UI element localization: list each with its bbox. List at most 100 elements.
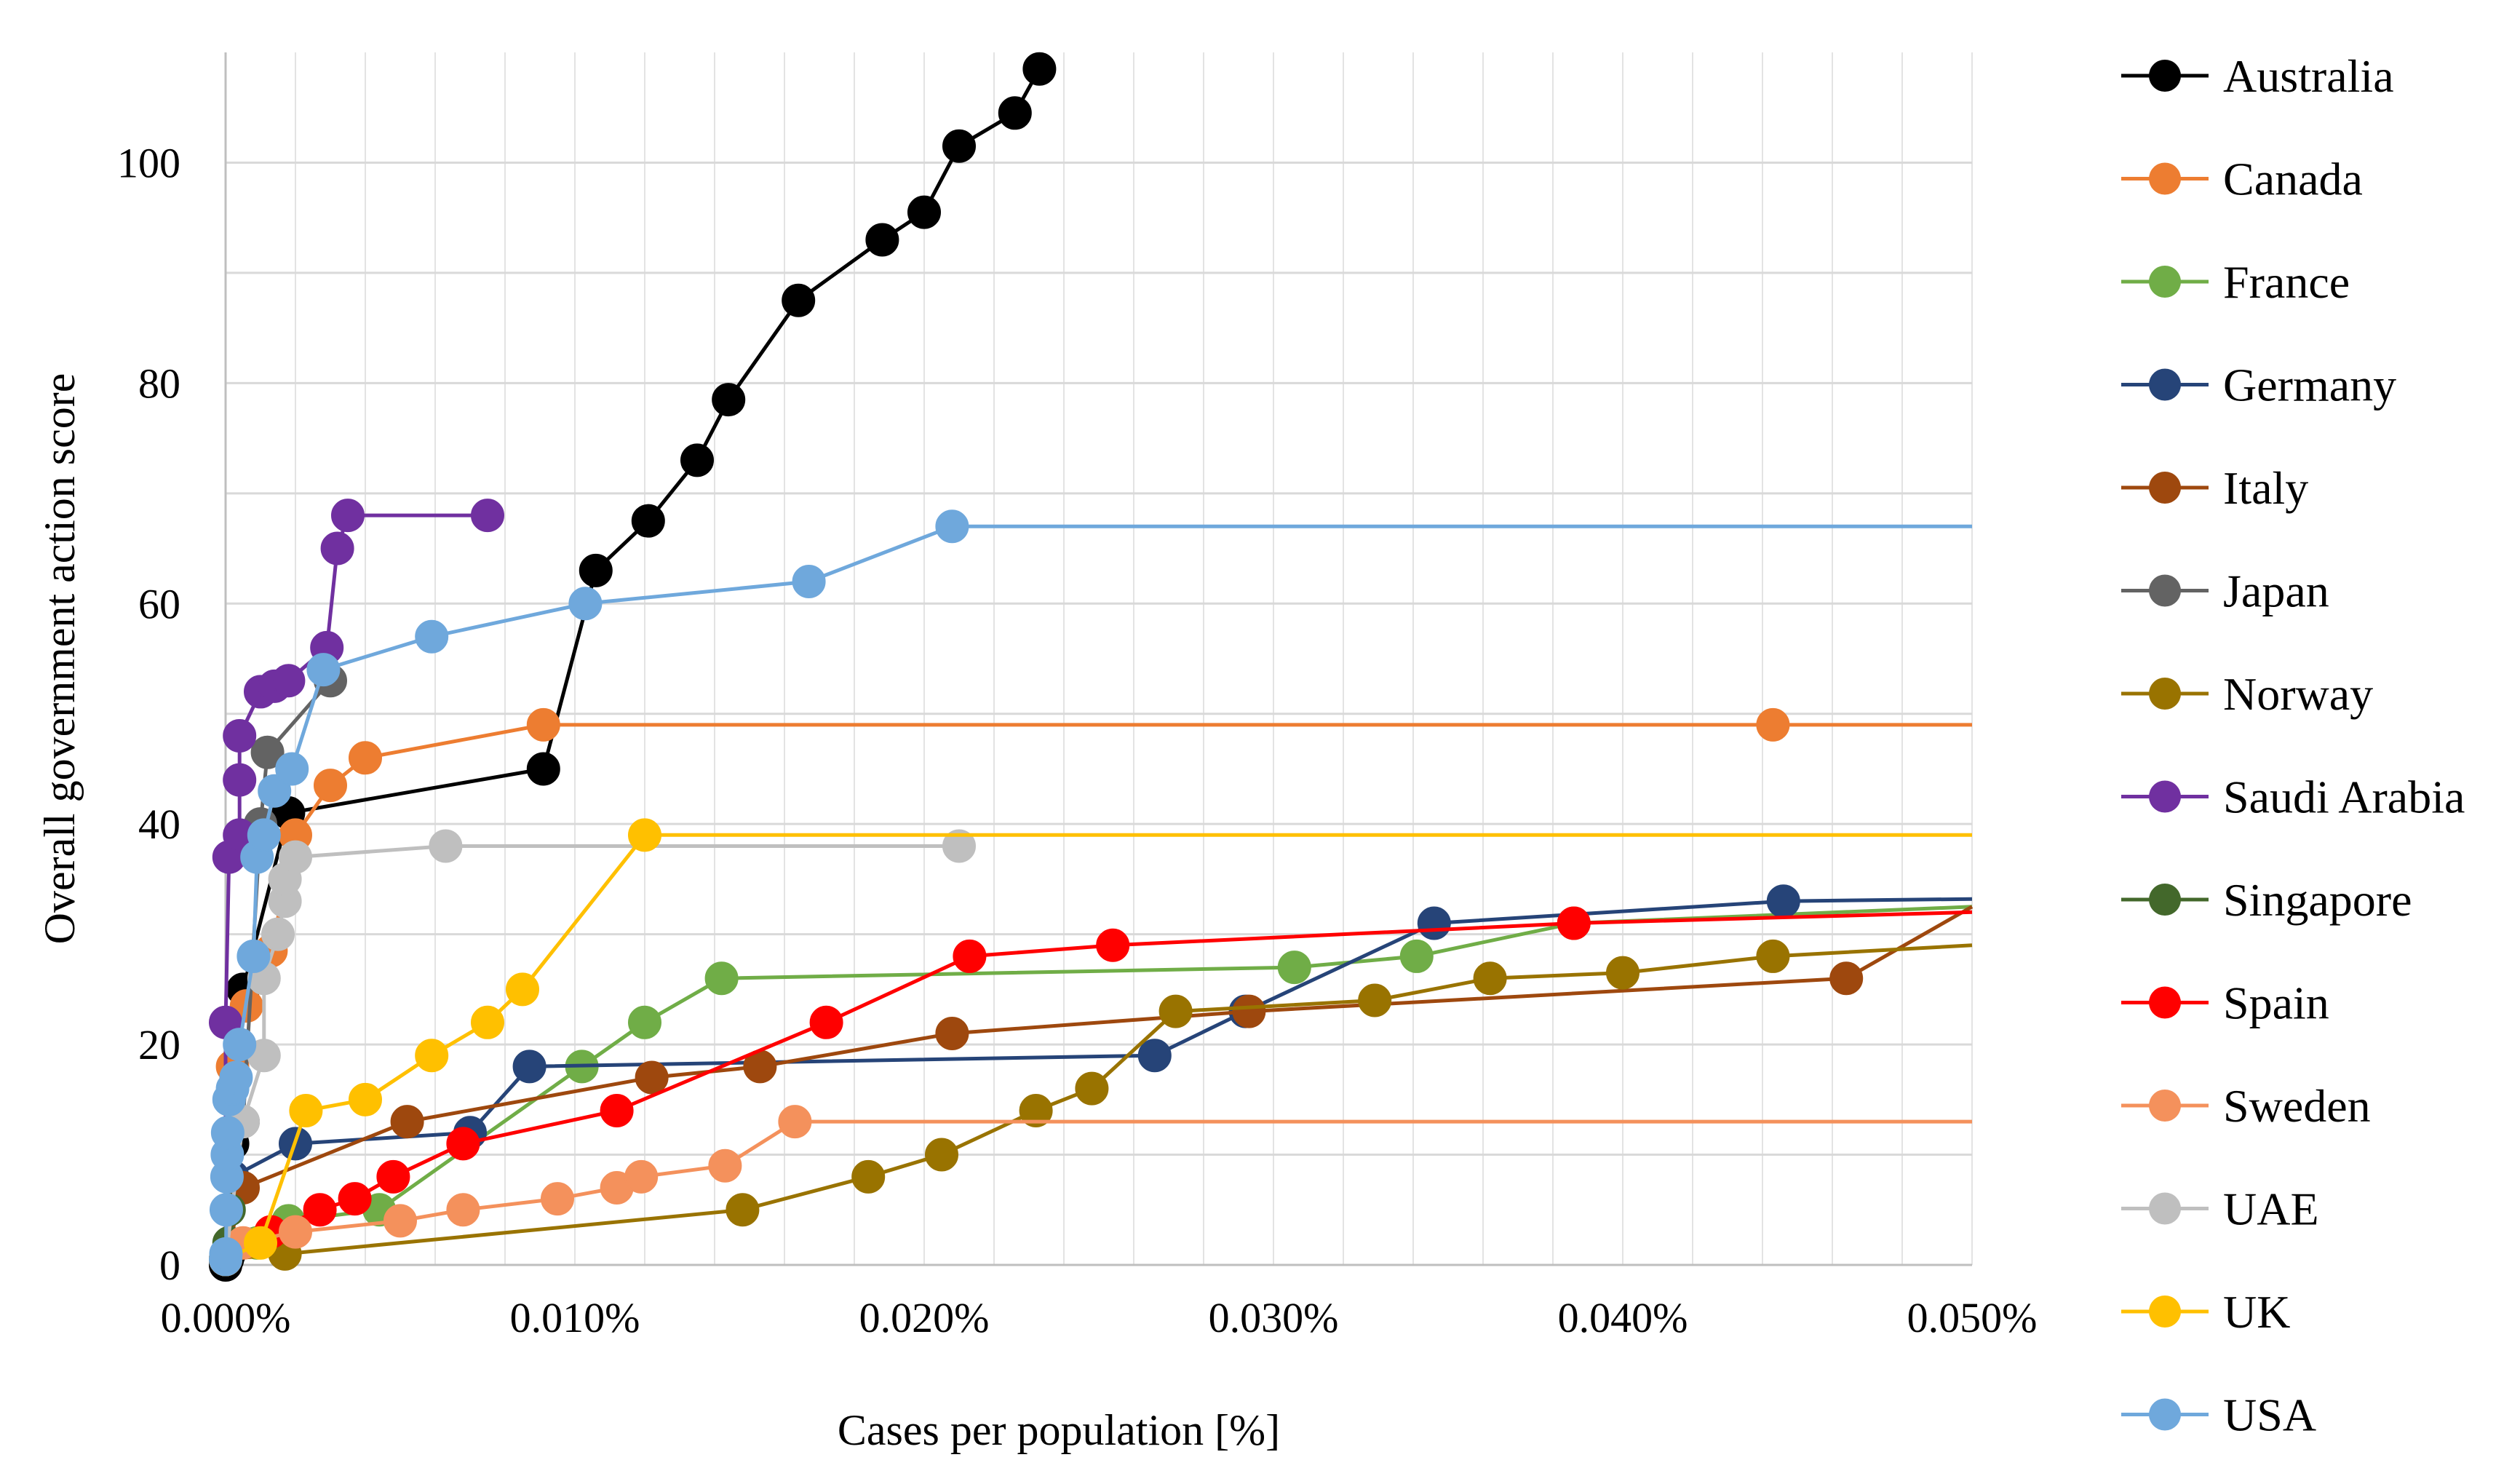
legend-item: France: [2121, 256, 2350, 308]
data-point: [704, 961, 739, 996]
data-point: [1075, 1071, 1109, 1106]
legend-item: Norway: [2121, 668, 2373, 720]
data-point: [942, 129, 976, 163]
data-point: [320, 531, 354, 566]
data-point: [942, 829, 976, 863]
data-point: [223, 719, 257, 753]
legend-item: Singapore: [2121, 874, 2412, 926]
legend-marker: [2149, 1398, 2181, 1431]
series-line: [223, 68, 1041, 1266]
data-point: [935, 509, 969, 544]
data-point: [506, 972, 539, 1007]
data-point: [712, 383, 746, 417]
x-axis-title: Cases per population [%]: [838, 1406, 1280, 1454]
y-tick-label: 40: [138, 801, 180, 848]
data-point: [1417, 906, 1451, 940]
data-point: [1766, 884, 1800, 918]
data-point: [271, 664, 306, 698]
y-tick-label: 60: [138, 580, 180, 627]
legend: Australia Canada France Germany Italy Japan No…: [2121, 50, 2465, 1441]
series-canada: [209, 707, 1972, 1277]
data-point: [279, 840, 312, 874]
data-point: [635, 1060, 669, 1095]
y-tick-label: 100: [117, 139, 180, 186]
legend-label: Saudi Arabia: [2223, 771, 2465, 823]
series-sweden: [209, 1105, 1972, 1277]
legend-label: Sweden: [2223, 1080, 2371, 1132]
data-point: [209, 1237, 243, 1271]
data-point: [471, 1005, 504, 1039]
data-point: [628, 1005, 661, 1039]
data-point: [446, 1127, 480, 1161]
data-point: [383, 1204, 417, 1238]
data-point: [1606, 956, 1639, 990]
legend-marker: [2149, 1090, 2181, 1122]
series-line: [224, 833, 1972, 1261]
data-point: [628, 818, 661, 852]
data-point: [631, 504, 665, 538]
legend-marker: [2149, 60, 2181, 92]
data-point: [1473, 961, 1507, 996]
data-point: [223, 1028, 257, 1062]
data-point: [708, 1148, 742, 1183]
legend-label: Canada: [2223, 154, 2363, 205]
legend-marker: [2149, 574, 2181, 607]
data-point: [935, 1016, 969, 1050]
data-point: [303, 1193, 337, 1227]
legend-item: Canada: [2121, 154, 2363, 205]
data-point: [415, 1039, 449, 1073]
x-tick-label: 0.040%: [1558, 1294, 1688, 1341]
data-point: [376, 1159, 410, 1194]
legend-item: USA: [2121, 1389, 2316, 1441]
data-point: [792, 564, 826, 598]
legend-marker: [2149, 266, 2181, 298]
x-tick-label: 0.030%: [1209, 1294, 1339, 1341]
data-point: [1557, 906, 1591, 940]
data-point: [925, 1138, 958, 1172]
legend-item: Saudi Arabia: [2121, 771, 2465, 823]
series-usa: [209, 509, 1972, 1277]
series-line: [223, 844, 959, 1260]
legend-label: UAE: [2223, 1183, 2319, 1235]
data-point: [390, 1105, 424, 1139]
data-point: [258, 774, 292, 808]
legend-label: Germany: [2223, 360, 2396, 411]
y-tick-label: 0: [159, 1242, 180, 1289]
data-point: [782, 283, 816, 317]
legend-item: UK: [2121, 1286, 2290, 1338]
series-spain: [209, 906, 1973, 1277]
series-group: [209, 52, 1974, 1282]
x-tick-label: 0.010%: [510, 1294, 640, 1341]
data-point: [1096, 928, 1130, 962]
series-line: [224, 1119, 1972, 1261]
data-point: [247, 818, 281, 852]
y-tick-label: 20: [138, 1021, 180, 1068]
data-point: [600, 1093, 634, 1127]
data-point: [1358, 983, 1392, 1017]
data-point: [1399, 939, 1434, 973]
data-point: [275, 752, 309, 786]
data-point: [210, 1116, 245, 1150]
data-point: [726, 1193, 760, 1227]
x-tick-label: 0.000%: [161, 1294, 291, 1341]
data-point: [512, 1050, 546, 1084]
data-point: [250, 735, 285, 769]
data-point: [998, 96, 1032, 130]
data-point: [1756, 939, 1790, 973]
data-point: [809, 1005, 843, 1039]
legend-item: Italy: [2121, 462, 2308, 514]
legend-label: Japan: [2223, 566, 2329, 617]
data-point: [223, 763, 257, 797]
data-point: [349, 741, 382, 775]
legend-marker: [2149, 368, 2181, 401]
data-point: [1022, 52, 1057, 86]
data-point: [279, 1215, 312, 1249]
legend-label: France: [2223, 256, 2350, 308]
data-point: [261, 917, 295, 951]
legend-marker: [2149, 472, 2181, 504]
y-axis-title: Overall government action score: [36, 373, 84, 945]
legend-item: Germany: [2121, 360, 2396, 411]
data-point: [237, 939, 271, 973]
data-point: [338, 1182, 372, 1216]
